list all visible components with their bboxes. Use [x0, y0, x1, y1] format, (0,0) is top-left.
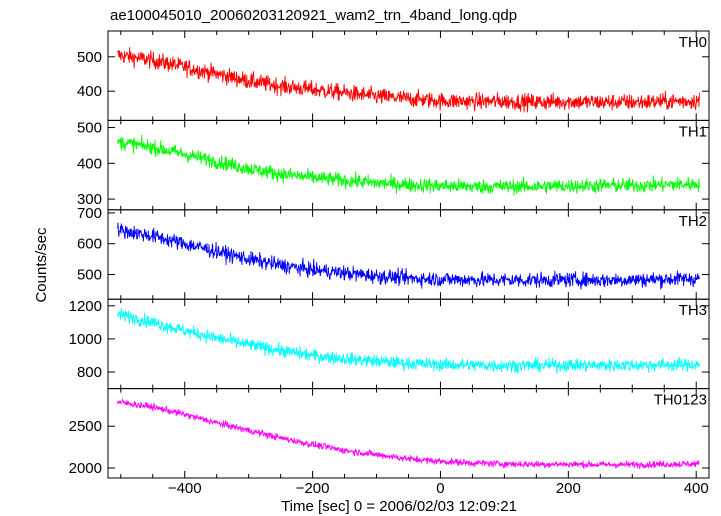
y-tick-label: 300 [77, 191, 102, 208]
panels: 400 500 TH0 300 400 500 TH1 500 600 700 TH2 800 1000… [69, 30, 710, 479]
y-tick-label: 500 [77, 120, 102, 137]
panel-label: TH0123 [654, 392, 707, 409]
panel-label: TH2 [679, 213, 707, 230]
y-tick-label: 700 [77, 205, 102, 222]
x-axis: −400 −200 0 200 400 [168, 480, 709, 497]
series-th2 [117, 222, 700, 290]
y-tick-label: 1200 [69, 298, 102, 315]
panel-th2: 500 600 700 TH2 [77, 205, 710, 300]
y-tick-label: 500 [77, 267, 102, 284]
y-axis-label: Counts/sec [33, 227, 50, 303]
y-tick-label: 600 [77, 236, 102, 253]
panel-label: TH0 [679, 34, 707, 51]
x-tick-label: 0 [436, 480, 444, 497]
y-tick-label: 800 [77, 364, 102, 381]
series-th0123 [117, 397, 700, 470]
y-tick-label: 400 [77, 83, 102, 100]
x-axis-label: Time [sec] 0 = 2006/02/03 12:09:21 [281, 498, 517, 515]
series-th0 [117, 47, 700, 113]
panel-label: TH1 [679, 123, 707, 140]
x-tick-label: −200 [296, 480, 330, 497]
chart-title: ae100045010_20060203120921_wam2_trn_4ban… [110, 7, 517, 24]
y-tick-label: 2500 [69, 418, 102, 435]
y-tick-label: 1000 [69, 331, 102, 348]
x-tick-label: 200 [556, 480, 581, 497]
x-tick-label: 400 [684, 480, 709, 497]
panel-frame [107, 298, 710, 390]
y-tick-label: 400 [77, 155, 102, 172]
panel-frame [107, 209, 710, 300]
series-th3 [117, 308, 700, 374]
y-tick-label: 500 [77, 49, 102, 66]
y-tick-label: 2000 [69, 460, 102, 477]
x-tick-label: −400 [168, 480, 202, 497]
panel-label: TH3 [679, 302, 707, 319]
panel-th0123: 2000 2500 TH0123 [69, 388, 710, 479]
panel-th1: 300 400 500 TH1 [77, 119, 710, 211]
series-th1 [117, 134, 700, 196]
panel-th3: 800 1000 1200 TH3 [69, 298, 710, 390]
panel-frame [107, 119, 710, 211]
panel-th0: 400 500 TH0 [77, 30, 710, 121]
